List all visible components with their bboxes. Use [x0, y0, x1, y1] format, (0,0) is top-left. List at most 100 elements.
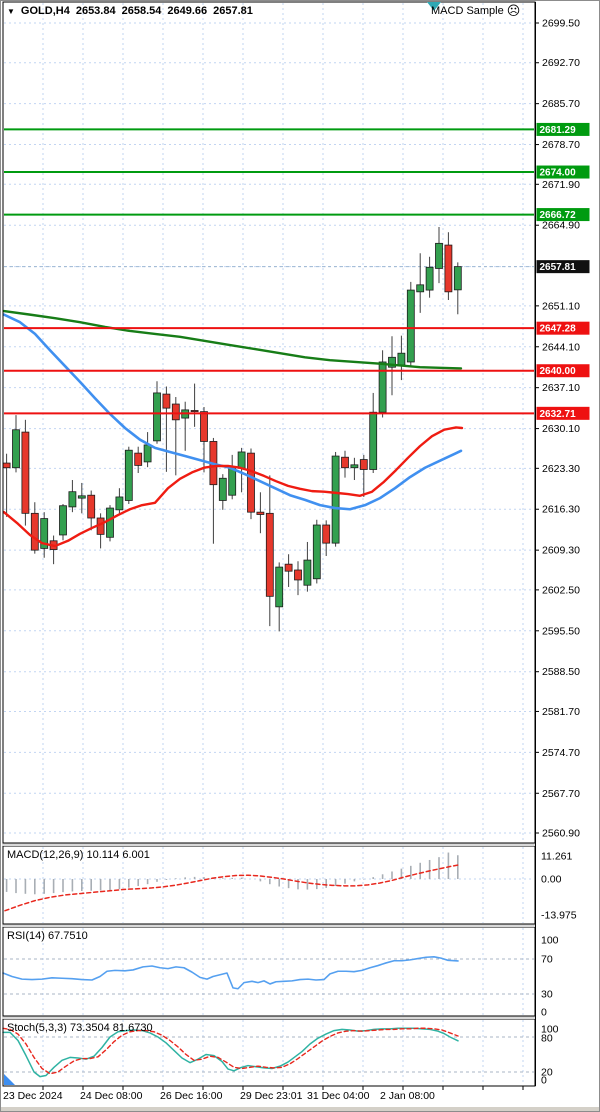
symbol-period-label: GOLD,H4: [20, 5, 70, 17]
stoch-axis-label: 0: [541, 1075, 547, 1087]
bull-candle: [406, 289, 415, 363]
macd-axis-label: 11.261: [541, 851, 572, 863]
bull-candle: [388, 356, 396, 368]
macd-panel: [4, 852, 534, 912]
price-badges: 2681.29 2674.00 2666.72 2647.28 2640.00 2632.…: [536, 122, 590, 420]
price-tick-label: 2678.70: [542, 139, 580, 151]
bull-candle: [237, 451, 246, 469]
bull-candle: [350, 464, 359, 469]
panel-divider[interactable]: [2, 843, 536, 847]
price-tick-label: 2664.90: [542, 220, 580, 232]
svg-text:2657.81: 2657.81: [540, 262, 577, 273]
stoch-axis-label: 80: [541, 1033, 553, 1045]
ma-fast-red-line: [2, 426, 464, 548]
bull-candle: [106, 507, 114, 538]
bear-candle: [30, 512, 39, 551]
rsi-axis-label: 30: [541, 989, 553, 1001]
high-value: 2658.54: [121, 5, 162, 17]
bull-candle: [369, 411, 378, 470]
price-tick-label: 2699.50: [542, 18, 580, 30]
price-tick-label: 2623.30: [542, 463, 580, 475]
support-price-badge: [536, 364, 590, 378]
bull-candle: [228, 466, 237, 496]
svg-text:2647.28: 2647.28: [540, 324, 577, 335]
arrow-down-marker[interactable]: [427, 2, 441, 11]
price-tick-label: 2595.50: [542, 625, 580, 637]
bull-candle: [153, 392, 161, 442]
time-axis[interactable]: 23 Dec 2024 24 Dec 08:00 26 Dec 16:00 29 De…: [3, 1086, 524, 1103]
price-tick-label: 2567.70: [542, 788, 580, 800]
bull-candle: [77, 495, 86, 499]
stoch-axis-label: 100: [541, 1024, 559, 1036]
time-tick-label: 31 Dec 04:00: [307, 1090, 370, 1102]
window-bottom-edge: [0, 1107, 600, 1112]
time-tick-label: 29 Dec 23:01: [240, 1090, 303, 1102]
open-value: 2653.84: [75, 5, 116, 17]
bull-candle: [275, 566, 284, 608]
moving-averages: [2, 309, 464, 548]
rsi-line: [2, 956, 459, 990]
bear-candle: [322, 524, 331, 544]
price-tick-label: 2574.70: [542, 747, 580, 759]
ma-slow-green-line: [2, 309, 463, 370]
support-price-badge: [536, 406, 590, 420]
bull-candle: [435, 242, 443, 269]
chart-corner-wedge: [4, 1074, 15, 1085]
low-value: 2649.66: [167, 5, 208, 17]
stoch-main-line: [2, 1027, 459, 1078]
time-tick-label: 23 Dec 2024: [3, 1090, 63, 1102]
price-tick-label: 2560.90: [542, 828, 580, 840]
price-axis[interactable]: 2699.50 2692.70 2685.70 2678.70 2671.90 2664.…: [535, 2, 580, 1087]
macd-signal-line: [4, 864, 460, 912]
bull-candle: [453, 266, 462, 291]
rsi-axis-label: 70: [541, 954, 553, 966]
price-tick-label: 2581.70: [542, 706, 580, 718]
time-tick-label: 2 Jan 08:00: [380, 1090, 435, 1102]
bear-candle: [21, 431, 30, 514]
symbol-dropdown-icon[interactable]: ▼: [7, 6, 15, 16]
bull-candle: [416, 284, 425, 293]
current-price-badge: [536, 260, 590, 274]
bull-candle: [397, 352, 406, 366]
time-tick-label: 26 Dec 16:00: [160, 1090, 223, 1102]
bear-candle: [256, 511, 265, 515]
price-tick-label: 2692.70: [542, 57, 580, 69]
bull-candle: [303, 559, 312, 586]
bear-candle: [162, 393, 171, 409]
bear-candle: [171, 403, 180, 421]
price-tick-label: 2609.30: [542, 545, 580, 557]
stoch-axis-label: 20: [541, 1067, 553, 1079]
svg-text:2666.72: 2666.72: [540, 210, 577, 221]
price-tick-label: 2602.50: [542, 584, 580, 596]
bull-candle: [124, 449, 133, 501]
price-tick-label: 2644.10: [542, 341, 580, 353]
bear-candle: [294, 569, 302, 581]
bull-candle: [143, 444, 152, 463]
price-tick-label: 2637.10: [542, 382, 580, 394]
bear-candle: [284, 563, 293, 572]
level-lines: [4, 128, 534, 415]
macd-axis-label: -13.975: [541, 910, 577, 922]
panel-divider[interactable]: [2, 924, 536, 928]
macd-axis-label: 0.00: [541, 874, 562, 886]
bear-candle: [247, 452, 255, 513]
bear-candle: [2, 462, 11, 469]
stoch-panel: [2, 1027, 534, 1078]
bull-candle: [40, 518, 49, 549]
price-tick-label: 2671.90: [542, 179, 580, 191]
bull-candle: [68, 491, 77, 508]
expert-name: MACD Sample: [431, 4, 504, 17]
bull-candle: [312, 524, 321, 580]
bear-candle: [134, 452, 143, 466]
resistance-price-badge: [536, 208, 590, 222]
sad-face-icon[interactable]: ☹: [506, 3, 521, 18]
bull-candle: [331, 455, 340, 544]
bull-candle: [425, 266, 434, 291]
bear-candle: [444, 244, 453, 293]
bear-candle: [359, 459, 368, 470]
panel-divider[interactable]: [2, 1016, 536, 1020]
close-value: 2657.81: [213, 5, 253, 17]
